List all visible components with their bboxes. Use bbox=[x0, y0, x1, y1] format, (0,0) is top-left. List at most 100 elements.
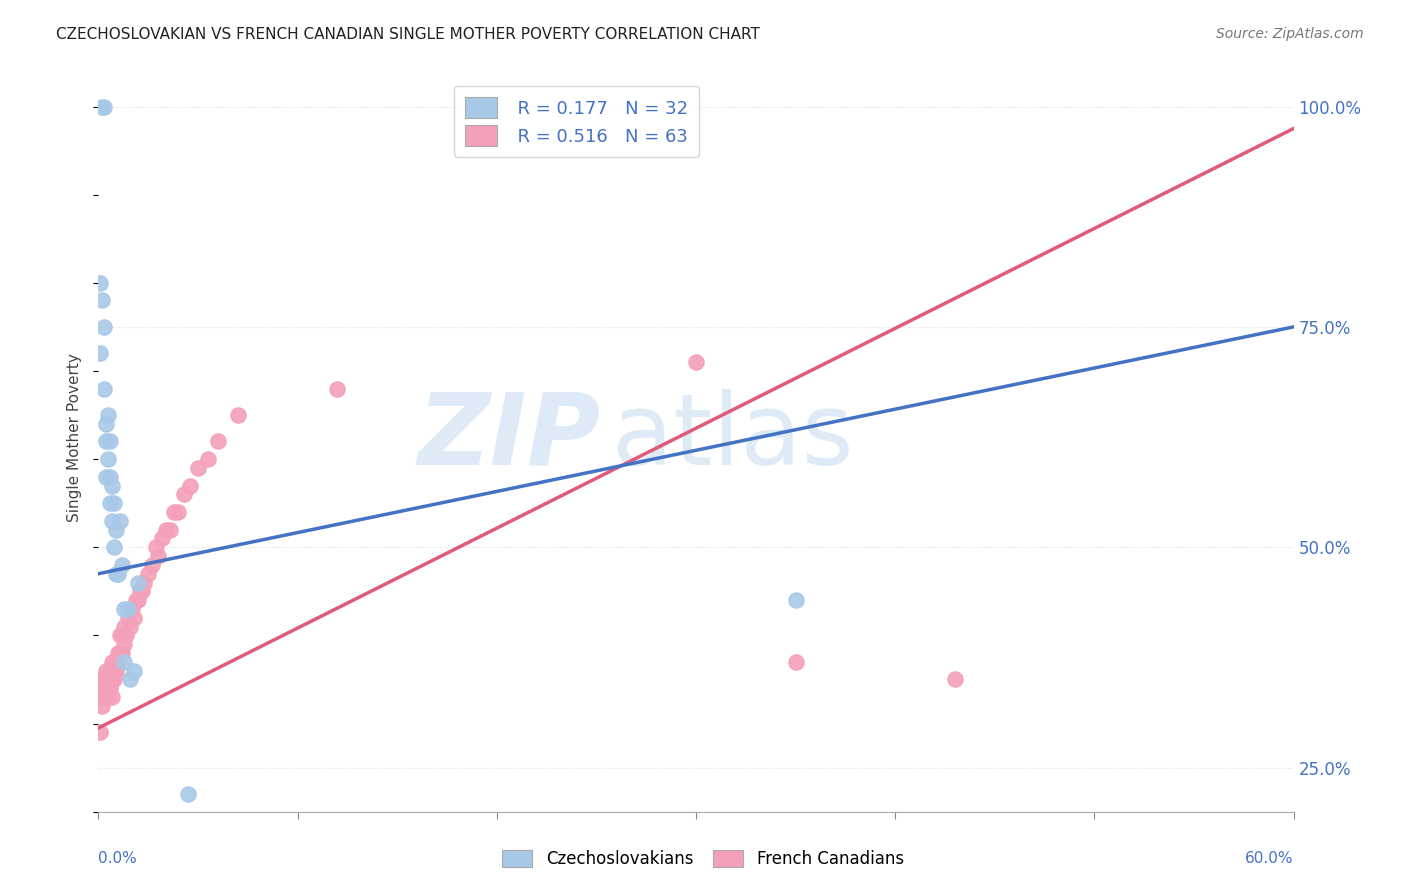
Point bbox=[98, 434, 122, 449]
Point bbox=[110, 646, 132, 660]
Point bbox=[112, 637, 135, 651]
Point bbox=[101, 690, 124, 705]
Y-axis label: Single Mother Poverty: Single Mother Poverty bbox=[67, 352, 83, 522]
Point bbox=[93, 690, 115, 705]
Point bbox=[136, 566, 159, 581]
Point bbox=[101, 673, 124, 687]
Point bbox=[98, 469, 122, 483]
Point bbox=[120, 673, 142, 687]
Legend: Czechoslovakians, French Canadians: Czechoslovakians, French Canadians bbox=[496, 843, 910, 875]
Point bbox=[93, 673, 115, 687]
Point bbox=[148, 549, 170, 563]
Point bbox=[685, 355, 707, 369]
Point bbox=[105, 655, 128, 669]
Point bbox=[226, 408, 249, 422]
Point bbox=[121, 602, 143, 616]
Point bbox=[89, 725, 111, 739]
Point bbox=[97, 673, 120, 687]
Point bbox=[93, 690, 115, 705]
Point bbox=[91, 690, 114, 705]
Text: atlas: atlas bbox=[613, 389, 853, 485]
Point bbox=[105, 566, 128, 581]
Point bbox=[96, 664, 118, 678]
Point bbox=[93, 382, 115, 396]
Point bbox=[127, 593, 149, 607]
Point bbox=[103, 541, 125, 555]
Point bbox=[326, 382, 349, 396]
Point bbox=[110, 514, 132, 528]
Point bbox=[89, 346, 111, 360]
Point bbox=[111, 628, 134, 642]
Point bbox=[103, 496, 125, 510]
Point bbox=[101, 478, 124, 492]
Point bbox=[115, 628, 138, 642]
Point bbox=[150, 532, 173, 546]
Point bbox=[93, 99, 115, 113]
Point bbox=[110, 628, 132, 642]
Point bbox=[197, 452, 219, 467]
Point bbox=[93, 319, 115, 334]
Point bbox=[145, 541, 167, 555]
Point bbox=[96, 681, 118, 696]
Point bbox=[91, 698, 114, 713]
Point bbox=[96, 417, 118, 431]
Point bbox=[103, 664, 125, 678]
Point bbox=[167, 505, 190, 519]
Legend:   R = 0.177   N = 32,   R = 0.516   N = 63: R = 0.177 N = 32, R = 0.516 N = 63 bbox=[454, 87, 699, 157]
Point bbox=[97, 452, 120, 467]
Point bbox=[89, 276, 111, 290]
Point bbox=[112, 655, 135, 669]
Point bbox=[96, 434, 118, 449]
Point bbox=[97, 690, 120, 705]
Point bbox=[97, 681, 120, 696]
Text: 0.0%: 0.0% bbox=[98, 851, 138, 866]
Point bbox=[98, 496, 122, 510]
Point bbox=[187, 461, 209, 475]
Point bbox=[105, 664, 128, 678]
Text: 60.0%: 60.0% bbox=[1246, 851, 1294, 866]
Point bbox=[173, 487, 195, 501]
Text: Source: ZipAtlas.com: Source: ZipAtlas.com bbox=[1216, 27, 1364, 41]
Point bbox=[155, 523, 177, 537]
Point bbox=[785, 593, 807, 607]
Point bbox=[125, 593, 148, 607]
Point bbox=[117, 602, 139, 616]
Point bbox=[127, 575, 149, 590]
Point bbox=[91, 99, 114, 113]
Point bbox=[98, 681, 122, 696]
Point bbox=[124, 611, 146, 625]
Point bbox=[105, 523, 128, 537]
Point bbox=[117, 611, 139, 625]
Point bbox=[97, 408, 120, 422]
Point bbox=[103, 655, 125, 669]
Text: CZECHOSLOVAKIAN VS FRENCH CANADIAN SINGLE MOTHER POVERTY CORRELATION CHART: CZECHOSLOVAKIAN VS FRENCH CANADIAN SINGL… bbox=[56, 27, 761, 42]
Point bbox=[96, 681, 118, 696]
Point bbox=[112, 602, 135, 616]
Point bbox=[98, 664, 122, 678]
Point bbox=[111, 646, 134, 660]
Point bbox=[112, 619, 135, 633]
Text: ZIP: ZIP bbox=[418, 389, 600, 485]
Point bbox=[107, 655, 129, 669]
Point bbox=[101, 655, 124, 669]
Point bbox=[141, 558, 163, 572]
Point bbox=[89, 673, 111, 687]
Point bbox=[124, 664, 146, 678]
Point bbox=[103, 673, 125, 687]
Point bbox=[107, 566, 129, 581]
Point bbox=[207, 434, 229, 449]
Point bbox=[131, 584, 153, 599]
Point bbox=[89, 690, 111, 705]
Point bbox=[785, 655, 807, 669]
Point bbox=[179, 478, 201, 492]
Point bbox=[134, 575, 156, 590]
Point bbox=[177, 787, 200, 801]
Point bbox=[101, 514, 124, 528]
Point bbox=[107, 646, 129, 660]
Point bbox=[159, 523, 181, 537]
Point bbox=[163, 505, 186, 519]
Point bbox=[91, 293, 114, 308]
Point bbox=[120, 619, 142, 633]
Point bbox=[98, 681, 122, 696]
Point bbox=[111, 558, 134, 572]
